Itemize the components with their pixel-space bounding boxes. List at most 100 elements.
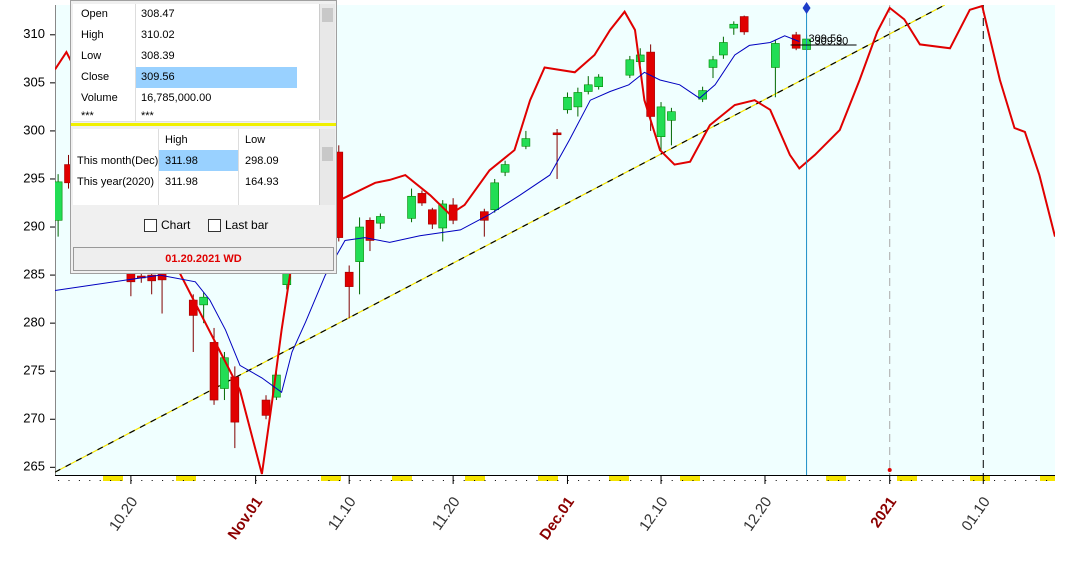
price-label: 309.56 — [809, 33, 843, 45]
candle-body — [417, 193, 427, 204]
y-tick-label: 275 — [23, 363, 45, 378]
quote-row: *** *** — [73, 109, 319, 122]
date-marker — [887, 468, 892, 472]
candle-body — [656, 106, 666, 137]
checkbox-label: Last bar — [225, 218, 269, 232]
x-tick-label: 11.20 — [429, 494, 464, 534]
column-header: High — [165, 134, 188, 146]
checkbox-label: Chart — [161, 218, 191, 232]
candle-body — [563, 96, 572, 111]
candle-body — [209, 342, 219, 401]
cell: 298.09 — [245, 155, 279, 167]
data-window: Open 308.47 High 310.02 Low 308.39 Close 309… — [70, 0, 337, 274]
line-series — [55, 35, 800, 394]
x-tick-label: 12.20 — [740, 494, 775, 535]
trend-line — [55, 5, 946, 473]
value: 308.47 — [141, 8, 175, 20]
label: Close — [81, 71, 110, 83]
label: Volume — [81, 92, 118, 104]
separator — [71, 123, 336, 126]
date-label: 01.20.2021 WD — [73, 247, 334, 271]
y-tick-label: 265 — [23, 459, 45, 474]
candle-body — [344, 271, 354, 287]
x-tick-label: Nov.01 — [225, 494, 267, 543]
checkbox[interactable]: Chart — [144, 218, 190, 232]
scrollbar[interactable] — [319, 4, 335, 120]
x-tick-label: 12.10 — [636, 494, 671, 535]
candle-body — [583, 84, 593, 92]
y-tick-label: 270 — [23, 411, 45, 426]
y-tick-label: 290 — [23, 218, 45, 233]
candle-body — [791, 34, 801, 49]
candle-body — [376, 216, 385, 224]
candle-body — [729, 23, 739, 29]
y-tick-label: 305 — [23, 74, 45, 89]
label: Open — [81, 8, 108, 20]
candle-body — [230, 376, 240, 423]
y-tick-label: 295 — [23, 170, 45, 185]
value: 308.39 — [141, 50, 175, 62]
cell: 311.98 — [165, 155, 198, 167]
x-tick-label: 01.10 — [958, 494, 993, 535]
candle-body — [438, 203, 448, 229]
value: 16,785,000.00 — [141, 92, 212, 104]
y-tick-label: 285 — [23, 267, 45, 282]
cell: 164.93 — [245, 176, 279, 188]
cursor-marker — [802, 2, 811, 14]
scrollbar[interactable] — [319, 129, 335, 205]
candle-body — [625, 59, 635, 76]
y-tick-label: 280 — [23, 315, 45, 330]
value: *** — [141, 110, 154, 122]
candle-body — [635, 54, 645, 63]
candle-body — [188, 299, 198, 316]
checkbox[interactable]: Last bar — [208, 218, 268, 232]
candle-body — [594, 76, 603, 87]
candle-body — [199, 296, 208, 306]
x-tick-label: Dec.01 — [536, 494, 578, 543]
candle-body — [771, 43, 780, 68]
price-label: 309.30 — [815, 35, 849, 47]
x-tick-label: 10.20 — [106, 494, 141, 535]
quote-row: High 310.02 — [73, 25, 319, 47]
value: 309.56 — [141, 71, 175, 83]
range-table: High Low This month(Dec) 311.98 298.09 T… — [73, 129, 319, 205]
candle-body — [490, 182, 500, 211]
candle-body — [573, 92, 583, 108]
candle-body — [500, 164, 510, 173]
candle-body — [521, 138, 531, 147]
candle-body — [147, 274, 156, 282]
x-tick-label: 2021 — [867, 494, 900, 531]
y-tick-label: 310 — [23, 26, 45, 41]
label: Low — [81, 50, 102, 62]
y-tick-label: 300 — [23, 122, 45, 137]
value: 310.02 — [141, 29, 175, 41]
label: *** — [81, 110, 94, 122]
candle-body — [407, 195, 416, 219]
candle-body — [667, 111, 676, 121]
candle-body — [480, 211, 489, 221]
candle-body — [261, 399, 271, 416]
candle-body — [365, 219, 375, 241]
candle-body — [708, 59, 718, 68]
candle-body — [698, 90, 707, 100]
candle-body — [355, 226, 364, 262]
row-label: This month(Dec) — [77, 155, 159, 167]
candle-body — [428, 209, 437, 225]
label: High — [81, 29, 104, 41]
quote-row: Low 308.39 — [73, 46, 319, 68]
quote-row: Close 309.56 — [73, 67, 319, 89]
line-series — [55, 5, 1055, 475]
candle-body — [739, 16, 749, 33]
candle-body — [220, 357, 229, 389]
candle-body — [646, 51, 655, 117]
candle-body — [55, 181, 63, 221]
column-header: Low — [245, 134, 266, 146]
quote-row: Volume 16,785,000.00 — [73, 88, 319, 110]
minor-ticks — [55, 476, 1055, 481]
candle-body — [552, 132, 562, 136]
plot-area — [55, 5, 1055, 475]
x-tick-label: 11.10 — [325, 494, 360, 534]
candle-body — [719, 42, 728, 56]
row-label: This year(2020) — [77, 176, 155, 188]
